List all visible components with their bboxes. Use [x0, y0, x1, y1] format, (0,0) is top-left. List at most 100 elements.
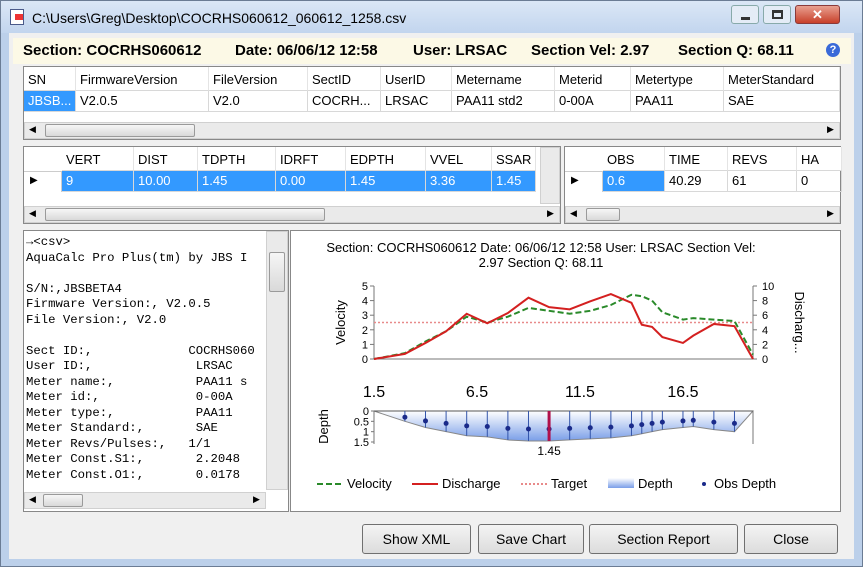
grid-cell[interactable]: SAE: [724, 91, 840, 112]
close-window-button[interactable]: ✕: [795, 5, 840, 24]
text-line: Meter name:, PAA11 s: [26, 374, 248, 389]
help-icon[interactable]: ?: [826, 43, 840, 57]
column-header[interactable]: MeterStandard: [724, 67, 840, 91]
obs-depth-dot: [690, 417, 696, 423]
grid-cell[interactable]: 10.00: [134, 171, 198, 192]
obs-depth-dot: [505, 425, 511, 431]
scroll-left[interactable]: ◀: [29, 124, 36, 134]
v-scrollbar[interactable]: [266, 231, 288, 490]
grid-cell[interactable]: COCRH...: [308, 91, 381, 112]
depth-tick-label: 1.5: [354, 437, 369, 449]
h-scrollbar[interactable]: ◀ ▶: [24, 492, 266, 509]
obs-depth-dot: [402, 414, 408, 420]
obs-depth-dot: [711, 419, 717, 425]
grid-cell[interactable]: 1.45: [346, 171, 426, 192]
grid-cell[interactable]: V2.0: [209, 91, 308, 112]
column-header[interactable]: UserID: [381, 67, 452, 91]
grid-cell[interactable]: JBSB...: [24, 91, 76, 112]
column-header[interactable]: SectID: [308, 67, 381, 91]
csv-text-panel: →<csv> AquaCalc Pro Plus(tm) by JBS I S/N:…: [23, 230, 289, 512]
scroll-right[interactable]: ▶: [827, 208, 834, 218]
obs-depth-dot: [608, 424, 614, 430]
obs-depth-dot: [649, 420, 655, 426]
h-scrollbar[interactable]: ◀ ▶: [24, 206, 560, 223]
scroll-thumb[interactable]: [586, 208, 620, 221]
column-header[interactable]: SSAR: [492, 147, 536, 171]
column-header[interactable]: TIME: [665, 147, 728, 171]
scroll-right[interactable]: ▶: [547, 208, 554, 218]
column-header[interactable]: SN: [24, 67, 76, 91]
grid-cell[interactable]: LRSAC: [381, 91, 452, 112]
text-line: Meter Const.S1:, 2.2048: [26, 452, 241, 466]
grid-cell[interactable]: 0.6: [603, 171, 665, 192]
scroll-thumb[interactable]: [269, 252, 285, 292]
scroll-thumb[interactable]: [45, 208, 325, 221]
grid-cell[interactable]: 0-00A: [555, 91, 631, 112]
column-header[interactable]: EDPTH: [346, 147, 426, 171]
y2-tick-label: 2: [762, 339, 768, 351]
column-header[interactable]: REVS: [728, 147, 797, 171]
legend-label: Target: [551, 476, 588, 491]
x-tick-label: 16.5: [667, 384, 698, 401]
legend-label: Depth: [638, 476, 673, 491]
obs-depth-dot: [628, 423, 634, 429]
column-header[interactable]: VVEL: [426, 147, 492, 171]
button[interactable]: Save Chart: [478, 524, 584, 554]
grid-cell[interactable]: PAA11: [631, 91, 724, 112]
scroll-left[interactable]: ◀: [29, 208, 36, 218]
header-label: Date:: [235, 42, 273, 59]
button[interactable]: Section Report: [589, 524, 738, 554]
column-header[interactable]: FirmwareVersion: [76, 67, 209, 91]
text-block: S/N:,JBSBETA4 Firmware Version:, V2.0.5 Fi…: [26, 282, 266, 329]
column-header[interactable]: TDPTH: [198, 147, 276, 171]
scroll-right[interactable]: ▶: [827, 124, 834, 134]
grid-cell[interactable]: 40.29: [665, 171, 728, 192]
grid-cell[interactable]: 61: [728, 171, 797, 192]
column-header[interactable]: OBS: [603, 147, 665, 171]
scroll-left[interactable]: ◀: [29, 494, 36, 504]
text-line: User ID:, LRSAC: [26, 359, 233, 373]
column-header[interactable]: DIST: [134, 147, 198, 171]
obs-depth-dot: [484, 424, 490, 429]
column-header[interactable]: Meterid: [555, 67, 631, 91]
depth-tick-label: 0: [363, 406, 369, 418]
h-scrollbar[interactable]: ◀ ▶: [565, 206, 840, 223]
depth-axis-label: Depth: [316, 409, 331, 444]
column-header[interactable]: HA: [797, 147, 842, 171]
grid-cell[interactable]: 1.45: [198, 171, 276, 192]
grid-cell[interactable]: 3.36: [426, 171, 492, 192]
obs-depth-dot: [525, 426, 531, 432]
y2-tick-label: 8: [762, 296, 768, 308]
h-scrollbar[interactable]: ◀ ▶: [24, 122, 840, 139]
scroll-left[interactable]: ◀: [570, 208, 577, 218]
header-label: Section Vel:: [531, 42, 617, 59]
series-line: [373, 293, 754, 360]
column-header[interactable]: VERT: [62, 147, 134, 171]
column-header[interactable]: Metertype: [631, 67, 724, 91]
button[interactable]: Show XML: [362, 524, 471, 554]
grid-cell[interactable]: PAA11 std2: [452, 91, 555, 112]
chart-panel: [290, 230, 841, 512]
scroll-thumb[interactable]: [45, 124, 195, 137]
x-tick-label: 11.5: [565, 384, 595, 401]
button[interactable]: Close: [744, 524, 838, 554]
scroll-right[interactable]: ▶: [253, 494, 260, 504]
text-line: Firmware Version:, V2.0.5: [26, 297, 211, 311]
column-header[interactable]: FileVersion: [209, 67, 308, 91]
grid-cell[interactable]: 1.45: [492, 171, 536, 192]
y-tick-label: 2: [362, 325, 368, 337]
column-header[interactable]: IDRFT: [276, 147, 346, 171]
grid-cell[interactable]: 0.00: [276, 171, 346, 192]
y2-tick-label: 0: [762, 354, 768, 366]
maximize-button[interactable]: [763, 5, 791, 24]
scroll-thumb[interactable]: [43, 494, 83, 507]
minimize-button[interactable]: [731, 5, 759, 24]
y-tick-label: 4: [362, 296, 368, 308]
grid-cell[interactable]: 0: [797, 171, 842, 192]
obs-depth-dot: [443, 420, 449, 426]
grid-cell[interactable]: V2.0.5: [76, 91, 209, 112]
v-scrollbar[interactable]: [540, 147, 560, 204]
grid-cell[interactable]: 9: [62, 171, 134, 192]
x-tick-label: 6.5: [466, 384, 488, 401]
column-header[interactable]: Metername: [452, 67, 555, 91]
